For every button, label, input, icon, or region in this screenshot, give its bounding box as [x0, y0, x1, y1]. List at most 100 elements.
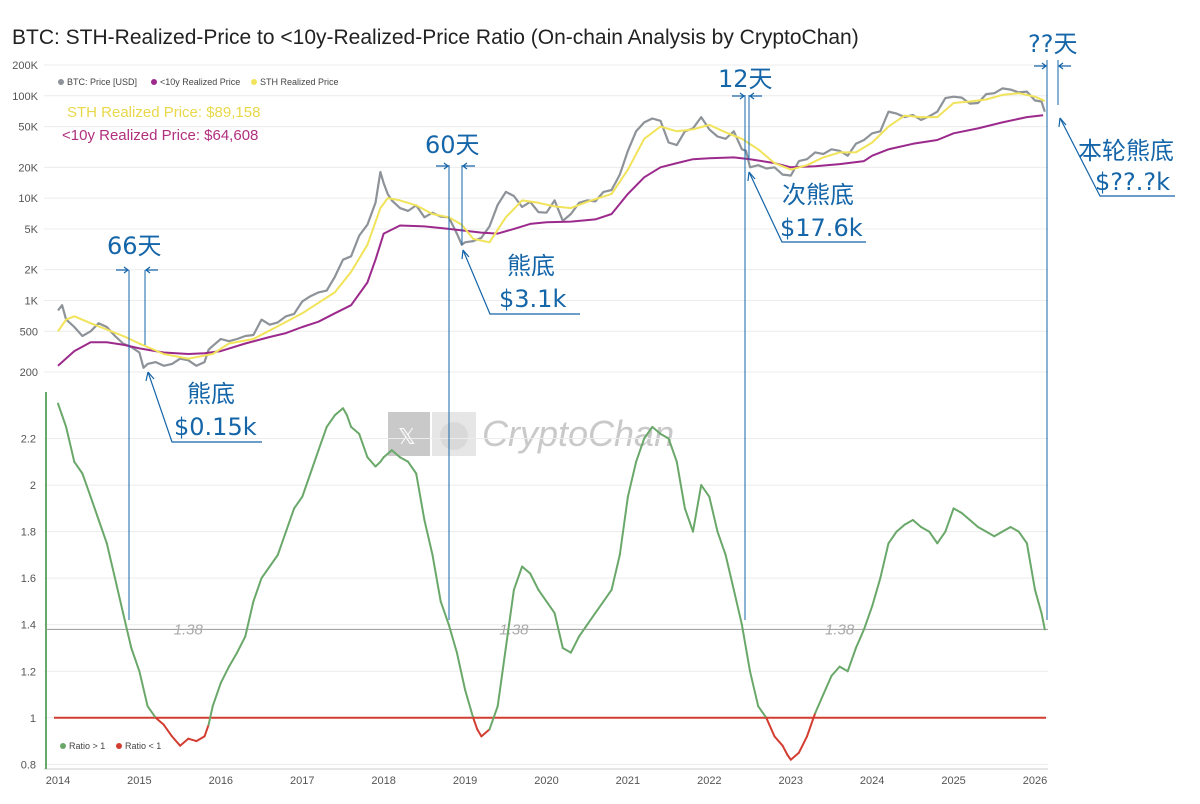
- price-tick-label-5: 5K: [25, 224, 39, 236]
- price-tick-label-3: 20K: [18, 162, 38, 174]
- ratio-segment-101: [830, 665, 841, 677]
- ratio-segment-124: [1017, 530, 1028, 545]
- annotations: [116, 60, 1175, 620]
- x-tick-label-2018: 2018: [371, 775, 395, 787]
- ratio-segment-77: [643, 425, 654, 440]
- legend-price-label: BTC: Price [USD]: [67, 77, 137, 87]
- ratio-segment-70: [586, 612, 597, 626]
- ratio-segment-96: [789, 751, 800, 761]
- ratio-segment-121: [993, 530, 1004, 538]
- ratio-segment-114: [936, 530, 947, 545]
- watermark-x-logo-box: [388, 412, 430, 456]
- ratio-segment-67: [561, 647, 572, 654]
- ratio-segment-100: [822, 674, 833, 696]
- bear-bottom-1-label: 熊底: [187, 380, 235, 408]
- x-tick-label-2014: 2014: [46, 775, 70, 787]
- ratio-segment-62: [521, 565, 532, 575]
- ratio-segment-122: [1001, 526, 1012, 533]
- ratio-tick-label-1: 2: [30, 480, 36, 492]
- reference-label-1-38-2: 1.38: [825, 621, 855, 638]
- x-tick-label-2022: 2022: [697, 775, 721, 787]
- pointer-bottom2: [462, 249, 580, 315]
- duration-12-days: 12天: [718, 65, 773, 93]
- ratio-segment-52: [447, 623, 458, 654]
- bottom-legend: Ratio > 1 Ratio < 1: [60, 741, 161, 751]
- pointer-bottom4: [1059, 117, 1175, 197]
- x-tick-label-2020: 2020: [534, 775, 558, 787]
- ratio-segment-64: [537, 588, 548, 603]
- legend-price-swatch: [58, 79, 64, 85]
- price-panel-grid: [44, 64, 1048, 373]
- ratio-segment-73: [610, 553, 621, 591]
- ratio-segment-93: [773, 735, 784, 747]
- ratio-segment-106: [871, 577, 882, 608]
- legend-ry-label: <10y Realized Price: [160, 77, 240, 87]
- arrow-qq: [1034, 62, 1071, 70]
- price-tick-label-4: 10K: [18, 193, 38, 205]
- watermark-text: CryptoChan: [482, 413, 674, 454]
- sth-price-readout: STH Realized Price: $89,158: [67, 104, 260, 121]
- ratio-segment-110: [903, 519, 914, 526]
- ratio-segment-57: [480, 728, 491, 738]
- ratio-segment-32: [301, 472, 312, 498]
- ratio-segment-58: [488, 705, 499, 731]
- bear-bottom-1-price: $0.15k: [174, 413, 257, 441]
- ratio-segment-84: [700, 484, 711, 498]
- ratio-segment-90: [749, 670, 760, 708]
- ratio-segment-8: [114, 577, 125, 615]
- reference-label-1-38-0: 1.38: [174, 621, 204, 638]
- ratio-segment-59: [496, 647, 507, 708]
- duration-unknown-days: ??天: [1028, 30, 1077, 58]
- ratio-segment-76: [635, 437, 646, 463]
- duration-66-days: 66天: [107, 232, 162, 260]
- x-tick-label-2016: 2016: [209, 775, 233, 787]
- ratio-segment-40: [358, 432, 369, 459]
- ratio-segment-5: [89, 495, 100, 521]
- ratio-segment-13: [154, 716, 165, 726]
- arrow-head-bottom1: [145, 371, 155, 382]
- ratio-segment-118: [968, 519, 979, 528]
- ratio-segment-97: [797, 735, 808, 754]
- ratio-segment-12: [146, 705, 157, 719]
- ratio-segment-125: [1025, 542, 1036, 591]
- arrow-head-bottom2: [461, 249, 470, 260]
- ratio-segment-126: [1034, 588, 1043, 615]
- ratio-segment-34: [317, 425, 328, 452]
- bear-bottom-4-label: 本轮熊底: [1078, 137, 1174, 165]
- arrow-12: [732, 92, 762, 100]
- ratio-segment-33: [309, 449, 320, 475]
- reference-label-1-38-1: 1.38: [499, 621, 529, 638]
- ratio-segment-104: [854, 628, 865, 649]
- price-tick-label-0: 200K: [12, 60, 38, 72]
- ratio-segment-123: [1009, 526, 1020, 533]
- ratio-tick-label-5: 1.2: [21, 666, 36, 678]
- ratio-segment-74: [618, 495, 629, 556]
- ry-price-readout: <10y Realized Price: $64,608: [62, 127, 258, 144]
- ratio-segment-24: [236, 635, 247, 654]
- ratio-segment-44: [382, 449, 393, 459]
- ratio-segment-65: [545, 600, 556, 615]
- ratio-segment-98: [806, 712, 817, 738]
- ratio-segment-92: [765, 716, 776, 738]
- ratio-segment-16: [179, 737, 190, 747]
- ratio-segment-60: [504, 588, 515, 649]
- ratio-segment-7: [105, 542, 116, 580]
- ratio-segment-50: [431, 553, 442, 603]
- ratio-segment-4: [81, 472, 92, 498]
- ratio-segment-17: [187, 737, 198, 743]
- x-tick-label-2019: 2019: [453, 775, 477, 787]
- ratio-segment-23: [228, 651, 239, 668]
- x-logo-icon: 𝕏: [398, 424, 416, 449]
- ratio-segment-37: [342, 407, 348, 417]
- ratio-tick-label-2: 1.8: [21, 527, 36, 539]
- x-tick-label-2026: 2026: [1023, 775, 1047, 787]
- arrow-60: [436, 162, 475, 170]
- ratio-segment-20: [207, 705, 214, 726]
- ratio-segment-82: [683, 507, 694, 533]
- ratio-segment-113: [928, 530, 939, 545]
- ratio-segment-38: [346, 414, 353, 428]
- bear-bottom-4-price: $??.?k: [1095, 168, 1170, 196]
- ratio-segment-49: [423, 519, 434, 556]
- ratio-segment-115: [944, 507, 955, 533]
